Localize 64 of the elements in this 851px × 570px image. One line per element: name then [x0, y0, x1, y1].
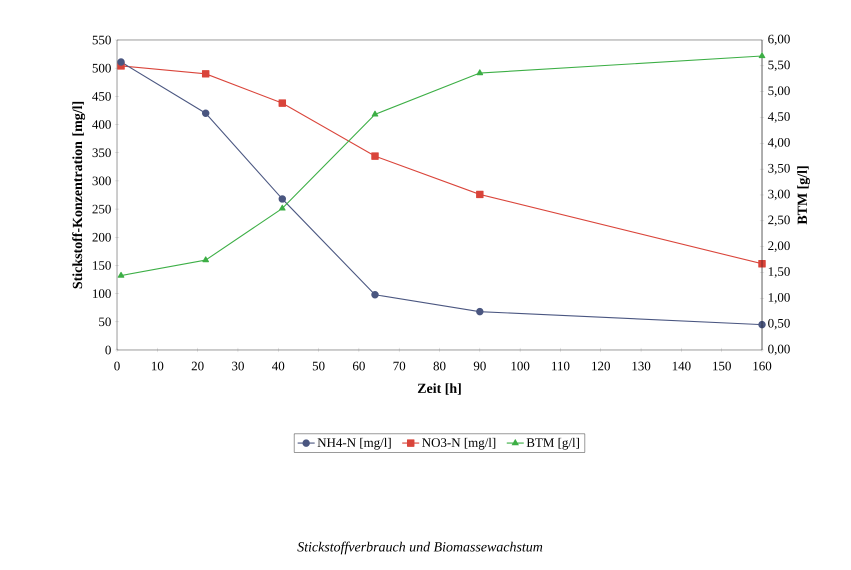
point: [202, 70, 210, 78]
y-tick-label: 50: [99, 317, 111, 326]
point: [117, 58, 125, 66]
x-tick-label: 10: [152, 362, 164, 370]
x-tick-label: 100: [512, 362, 530, 370]
y-tick-label: 250: [92, 204, 111, 214]
y-tick-label: 200: [92, 232, 111, 242]
x-tick-label: 70: [394, 362, 406, 370]
point: [372, 110, 378, 117]
y2-tick-label: 1,00: [768, 293, 790, 304]
y-tick-label: 450: [92, 92, 111, 101]
x-axis-title: Zeit [h]: [418, 383, 461, 395]
x-tick-label: 30: [232, 362, 244, 370]
point: [476, 69, 484, 76]
y2-tick-label: 3,00: [768, 190, 790, 200]
y-tick-label: 100: [93, 289, 111, 298]
y-tick-label: 400: [92, 120, 111, 129]
point: [202, 256, 210, 262]
y-axis-title: Stickstoff-Konzentration [mg/l]: [72, 102, 86, 288]
legend-label: NH4-N [mg/l]: [318, 438, 391, 450]
point: [371, 152, 379, 160]
x-tick-label: 80: [434, 362, 446, 370]
y-tick-label: 300: [92, 176, 111, 186]
y2-tick-label: 6,00: [768, 34, 790, 46]
x-tick-label: 140: [672, 362, 691, 370]
y2-tick-label: 2,50: [768, 216, 790, 226]
legend-label: NO3-N [mg/l]: [422, 438, 496, 450]
y2-tick-label: 5,00: [768, 86, 790, 97]
x-tick-label: 120: [592, 362, 610, 370]
point: [278, 195, 286, 203]
x-tick-label: 150: [713, 362, 731, 370]
point: [202, 110, 210, 117]
legend-label: BTM [g/l]: [526, 438, 579, 450]
y2-tick-label: 0,50: [768, 318, 790, 330]
point: [758, 52, 766, 58]
point: [278, 99, 286, 107]
y-tick-label: 500: [92, 64, 111, 73]
y2-tick-label: 4,00: [768, 138, 790, 149]
y-tick-label: 550: [92, 36, 111, 44]
y2-tick-label: 3,50: [768, 164, 790, 174]
point: [371, 291, 379, 298]
y2-tick-label: 5,50: [768, 60, 790, 72]
text: Stickstoffverbrauch und Biomassewachstum: [297, 542, 542, 554]
y-tick-label: 150: [93, 261, 111, 270]
point: [278, 204, 286, 211]
x-tick-label: 160: [753, 362, 772, 370]
x-tick-label: 90: [474, 362, 486, 370]
y2-tick-label: 0,00: [768, 344, 790, 356]
x-tick-label: 60: [352, 362, 365, 370]
point: [476, 190, 484, 198]
x-tick-label: 110: [552, 362, 570, 370]
y-tick-label: 0: [105, 346, 111, 354]
x-tick-label: 20: [192, 362, 204, 370]
y2-axis-title: BTM [g/l]: [797, 166, 810, 224]
y-tick-label: 350: [92, 148, 111, 158]
x-tick-label: 50: [312, 362, 325, 370]
point: [476, 308, 484, 316]
y2-tick-label: 4,50: [768, 112, 790, 123]
point: [118, 272, 124, 278]
x-tick-label: 0: [114, 362, 120, 370]
x-tick-label: 40: [272, 362, 284, 370]
y2-tick-label: 1,50: [768, 267, 790, 278]
y2-tick-label: 2,00: [768, 241, 790, 252]
x-tick-label: 130: [632, 362, 650, 370]
